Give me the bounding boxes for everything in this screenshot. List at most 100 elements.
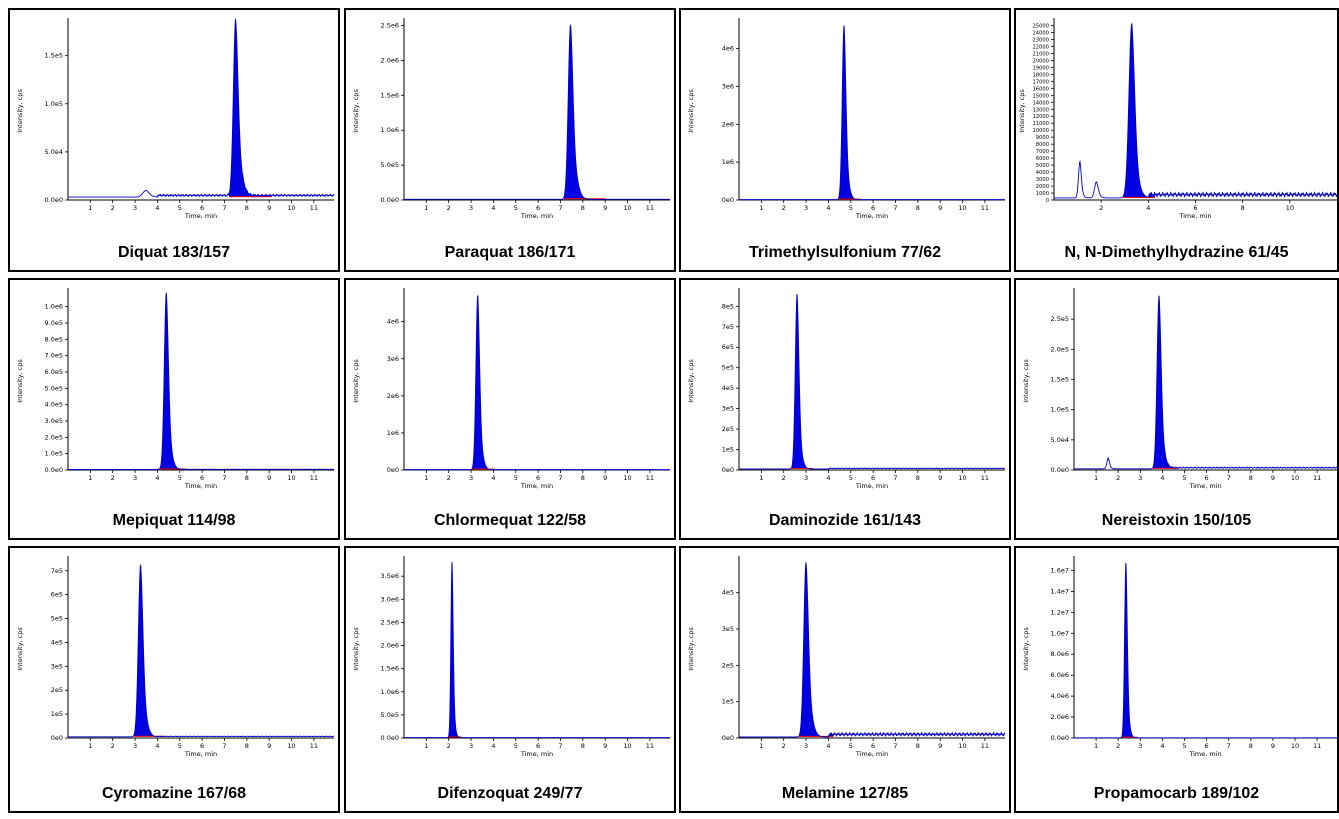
- x-tick-label: 10: [287, 742, 295, 750]
- integrated-peak-area: [472, 295, 495, 470]
- chromatogram-trace: [1074, 295, 1337, 470]
- integrated-peak-area: [791, 294, 813, 469]
- y-tick-label: 0e0: [722, 196, 734, 204]
- x-tick-label: 8: [916, 474, 920, 482]
- y-tick-label: 1.5e6: [381, 91, 399, 99]
- x-tick-label: 10: [1291, 742, 1299, 750]
- x-tick-label: 7: [1227, 742, 1231, 750]
- x-tick-label: 8: [245, 474, 249, 482]
- y-axis-label: Intensity, cps: [16, 627, 24, 671]
- x-tick-label: 3: [804, 204, 808, 212]
- chromatogram-panel: 0.0e0 1.0e5 2.0e5 3.0e5 4.0e5 5.0e5 6.0e5 7.0e5…: [8, 278, 340, 540]
- x-tick-label: 3: [804, 474, 808, 482]
- x-tick-label: 5: [849, 204, 853, 212]
- x-tick-label: 3: [133, 204, 137, 212]
- x-tick-label: 11: [310, 204, 318, 212]
- y-tick-label: 0e0: [722, 466, 734, 474]
- x-axis-label: Time, min: [184, 212, 217, 220]
- panel-caption: Trimethylsulfonium 77/62: [748, 244, 942, 261]
- x-tick-label: 11: [646, 204, 654, 212]
- x-tick-label: 10: [1291, 474, 1299, 482]
- x-tick-label: 7: [222, 742, 226, 750]
- x-tick-label: 2: [782, 204, 786, 212]
- x-tick-label: 4: [491, 742, 495, 750]
- chromatogram-trace: [68, 17, 335, 198]
- chromatogram-trace: [739, 562, 1006, 738]
- x-tick-label: 7: [558, 204, 562, 212]
- y-tick-label: 4.0e6: [1051, 692, 1069, 700]
- x-tick-label: 9: [603, 742, 607, 750]
- y-tick-label: 17000: [1032, 79, 1049, 85]
- y-tick-label: 2e6: [387, 392, 399, 400]
- y-tick-label: 22000: [1032, 44, 1049, 50]
- y-axis-label: Intensity, cps: [16, 359, 24, 403]
- y-tick-label: 5000: [1036, 163, 1049, 169]
- x-tick-label: 8: [1249, 742, 1253, 750]
- y-tick-label: 2e5: [722, 661, 734, 669]
- y-tick-label: 0e0: [387, 466, 399, 474]
- chromatogram-plot: 0100020003000400050006000700080009000100…: [1018, 18, 1337, 220]
- chromatogram-panel: 0e0 1e5 2e5 3e5 4e5 5e5 6e5 7e5 8e5 1 2 3 4 5 6 7 8 9 10 11…: [679, 278, 1011, 540]
- y-tick-label: 1.5e5: [1051, 375, 1069, 383]
- x-tick-label: 9: [938, 474, 942, 482]
- chromatogram-plot: 0e0 1e6 2e6 3e6 4e6 1 2 3 4 5 6 7 8 9 10 11 Time, min Int…: [352, 288, 670, 490]
- y-tick-label: 6.0e6: [1051, 671, 1069, 679]
- y-tick-label: 24000: [1032, 30, 1049, 36]
- x-tick-label: 4: [826, 742, 830, 750]
- chromatogram-trace: [739, 25, 1005, 201]
- y-tick-label: 8.0e6: [1051, 650, 1069, 658]
- y-tick-label: 3e6: [387, 355, 399, 363]
- x-tick-label: 7: [558, 474, 562, 482]
- y-tick-label: 11000: [1032, 121, 1049, 127]
- x-tick-label: 9: [603, 474, 607, 482]
- chromatogram-panel: 0.0e0 5.0e5 1.0e6 1.5e6 2.0e6 2.5e6 1 2 3 4 5 6 7 8 9 1…: [344, 8, 676, 272]
- chromatogram-plot: 0e0 1e5 2e5 3e5 4e5 1 2 3 4 5 6 7 8 9 10 11 Time, min Int…: [687, 556, 1006, 758]
- x-tick-label: 2: [447, 742, 451, 750]
- x-tick-label: 8: [1241, 204, 1245, 212]
- x-tick-label: 10: [958, 204, 966, 212]
- x-tick-label: 4: [1160, 742, 1164, 750]
- x-tick-label: 10: [623, 474, 631, 482]
- x-axis-label: Time, min: [184, 750, 217, 758]
- x-tick-label: 5: [178, 474, 182, 482]
- y-tick-label: 1.0e6: [381, 688, 399, 696]
- x-tick-label: 8: [581, 742, 585, 750]
- chromatogram-plot: 0e0 1e6 2e6 3e6 4e6 1 2 3 4 5 6 7 8 9 10 11 Time, min Int…: [687, 18, 1005, 220]
- y-tick-label: 2.5e5: [1051, 315, 1069, 323]
- x-tick-label: 10: [623, 204, 631, 212]
- x-tick-label: 4: [155, 204, 159, 212]
- integrated-peak-area: [563, 24, 606, 200]
- integrated-peak-area: [1121, 562, 1138, 738]
- chromatogram-trace: [404, 295, 670, 471]
- x-tick-label: 2: [1116, 742, 1120, 750]
- y-tick-label: 3e5: [722, 625, 734, 633]
- y-tick-label: 1.5e5: [45, 52, 63, 60]
- panel-caption: Mepiquat 114/98: [112, 512, 236, 529]
- chromatogram-panel: 0.0e0 2.0e6 4.0e6 6.0e6 8.0e6 1.0e7 1.2e7 1.4e7…: [1014, 546, 1339, 813]
- x-axis-label: Time, min: [1188, 482, 1221, 490]
- x-tick-label: 6: [536, 474, 540, 482]
- x-tick-label: 1: [424, 474, 428, 482]
- x-axis-label: Time, min: [1178, 212, 1211, 220]
- y-tick-label: 5.0e5: [381, 161, 399, 169]
- y-tick-label: 1.0e6: [381, 126, 399, 134]
- x-axis-label: Time, min: [855, 750, 888, 758]
- x-tick-label: 9: [938, 742, 942, 750]
- y-tick-label: 0.0e0: [381, 196, 399, 204]
- y-tick-label: 7e5: [722, 323, 734, 331]
- x-tick-label: 6: [200, 204, 204, 212]
- x-tick-label: 3: [804, 742, 808, 750]
- y-tick-label: 3e5: [51, 662, 63, 670]
- y-tick-label: 2.0e6: [1051, 713, 1069, 721]
- x-tick-label: 6: [1205, 742, 1209, 750]
- panel-caption: Cyromazine 167/68: [101, 785, 247, 802]
- y-tick-label: 12000: [1032, 114, 1049, 120]
- x-tick-label: 6: [1193, 204, 1197, 212]
- y-tick-label: 4e5: [722, 384, 734, 392]
- x-tick-label: 1: [759, 474, 763, 482]
- chromatogram-panel: 0.0e0 5.0e5 1.0e6 1.5e6 2.0e6 2.5e6 3.0e6 3.5e6…: [344, 546, 676, 813]
- x-axis-label: Time, min: [520, 212, 553, 220]
- x-tick-label: 8: [916, 742, 920, 750]
- x-tick-label: 4: [491, 474, 495, 482]
- y-tick-label: 6e5: [722, 343, 734, 351]
